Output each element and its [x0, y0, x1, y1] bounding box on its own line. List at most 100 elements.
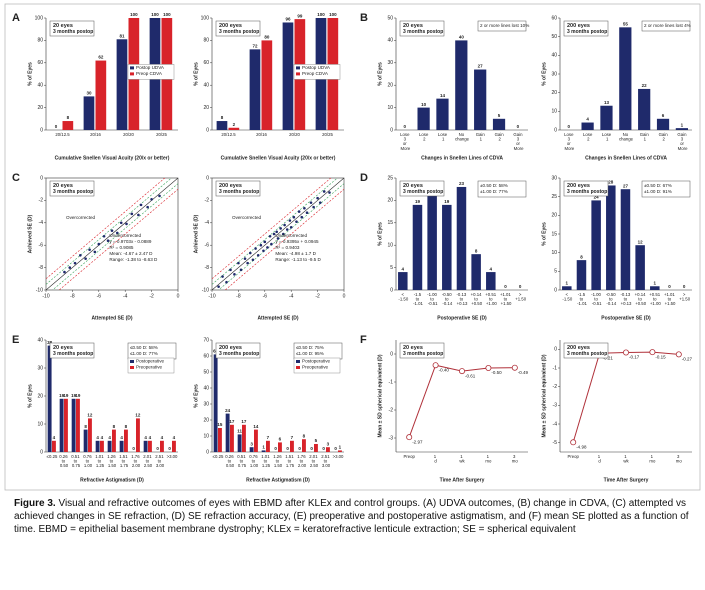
chart-title: 200 eyes: [567, 23, 590, 29]
x-tick-label: 20/20: [289, 132, 300, 137]
bar-value-label: 0: [55, 124, 58, 129]
annotation: Overcorrected: [232, 215, 262, 220]
legend-label: Postop UDVA: [136, 65, 165, 70]
bar: [576, 260, 587, 290]
bar: [237, 434, 242, 452]
bar: [290, 440, 294, 452]
y-tick-label: -4: [553, 421, 558, 427]
title-box: [399, 20, 445, 37]
y-tick-label: 40: [37, 83, 43, 89]
x-axis-label: Time After Surgery: [604, 477, 649, 483]
annotation: Mean: -4.98 ± 1.7 D: [275, 251, 316, 256]
x-tick-label: 0: [177, 293, 180, 299]
bar-value-label: 100: [151, 12, 159, 17]
x-tick-label: 1 d: [434, 454, 438, 464]
bar: [638, 88, 651, 130]
bar: [581, 122, 594, 130]
bar: [562, 286, 572, 290]
bar: [656, 118, 670, 130]
annotation: 2 or more lines lost 10%: [480, 23, 529, 28]
bar: [230, 424, 234, 452]
bar: [606, 185, 616, 290]
chart-title: 200 eyes: [219, 23, 242, 29]
bar-value-label: 4: [173, 435, 176, 440]
y-tick-label: 40: [203, 385, 209, 391]
marker: [511, 364, 518, 371]
panel-label: D: [360, 172, 368, 184]
bar-value-label: 19: [444, 199, 450, 204]
y-tick-label: 10: [37, 421, 43, 427]
x-tick-label: >3.00: [333, 454, 344, 459]
point: [275, 230, 278, 234]
legend-swatch: [130, 66, 134, 70]
bar-value-label: 38: [47, 340, 53, 345]
bar: [278, 442, 282, 452]
x-tick-label: -0.13 to +0.13: [457, 292, 469, 306]
legend-box: [127, 64, 175, 80]
chart-subtitle: 3 months postop: [219, 189, 259, 195]
x-tick-label: Preop: [567, 454, 579, 459]
x-tick-label: 0: [343, 293, 346, 299]
bar: [107, 440, 112, 452]
bar-value-label: 4: [53, 435, 56, 440]
bar-value-label: 0: [168, 446, 171, 451]
y-tick-label: 40: [203, 83, 209, 89]
title-box: [399, 180, 445, 197]
bar: [282, 22, 294, 131]
x-tick-label: 1.51 to 1.75: [119, 454, 129, 468]
bar: [455, 40, 468, 130]
bar-value-label: 4: [108, 435, 111, 440]
x-tick-label: 0.76 to 1.00: [249, 454, 259, 468]
bar-value-label: 4: [402, 266, 405, 271]
x-tick-label: No change: [619, 132, 634, 142]
bar-value-label: 0: [132, 446, 135, 451]
value-label: -0.17: [629, 355, 640, 360]
marker: [432, 362, 439, 369]
bar-value-label: 1: [681, 122, 684, 127]
point: [270, 242, 273, 246]
x-tick-label: -1.00 to -0.51: [591, 292, 602, 306]
x-axis-label: Changes in Snellen Lines of CDVA: [585, 155, 667, 161]
y-tick-label: 20: [387, 83, 393, 89]
x-tick-label: >3.00: [167, 454, 178, 459]
x-axis-label: Refractive Astigmatism (D): [246, 477, 310, 483]
x-tick-label: 20/25: [322, 132, 333, 137]
legend-box: [293, 64, 341, 80]
x-axis-label: Changes in Snellen Lines of CDVA: [421, 155, 503, 161]
y-tick-label: 50: [203, 369, 209, 375]
point: [254, 247, 257, 250]
bar-value-label: 0: [567, 124, 570, 129]
bar: [62, 121, 74, 130]
bar-value-label: 4: [161, 435, 164, 440]
y-tick-label: 30: [551, 175, 557, 181]
point: [139, 203, 143, 207]
y-tick-label: 40: [387, 38, 393, 44]
annotation-box: [477, 180, 527, 198]
y-tick-label: 30: [37, 365, 43, 371]
point: [292, 215, 296, 219]
bar-value-label: 13: [604, 100, 610, 105]
y-tick-label: 30: [387, 60, 393, 66]
bar-value-label: 8: [125, 424, 128, 429]
bar: [100, 440, 104, 452]
value-label: -0.50: [491, 370, 502, 375]
y-tick-label: 0: [390, 287, 393, 293]
chart-title: 200 eyes: [219, 345, 242, 351]
point: [285, 228, 289, 231]
y-tick-label: -6: [39, 243, 44, 249]
y-axis-label: % of Eyes: [193, 384, 199, 408]
bar: [261, 450, 266, 452]
bar-value-label: 17: [229, 419, 235, 424]
bar: [398, 272, 408, 290]
y-tick-label: 30: [203, 401, 209, 407]
legend-box: [293, 357, 341, 374]
reference-line: [212, 178, 344, 290]
x-tick-label: -0.13 to +0.13: [621, 292, 633, 306]
bar-value-label: 19: [63, 393, 69, 398]
bar-value-label: 12: [135, 413, 141, 418]
y-tick-label: 80: [37, 38, 43, 44]
annotation: Range: -1.13 to -9.5 D: [275, 257, 321, 262]
x-axis-label: Cumulative Snellen Visual Acuity (20/x o…: [221, 155, 336, 161]
y-tick-label: -8: [39, 265, 44, 271]
